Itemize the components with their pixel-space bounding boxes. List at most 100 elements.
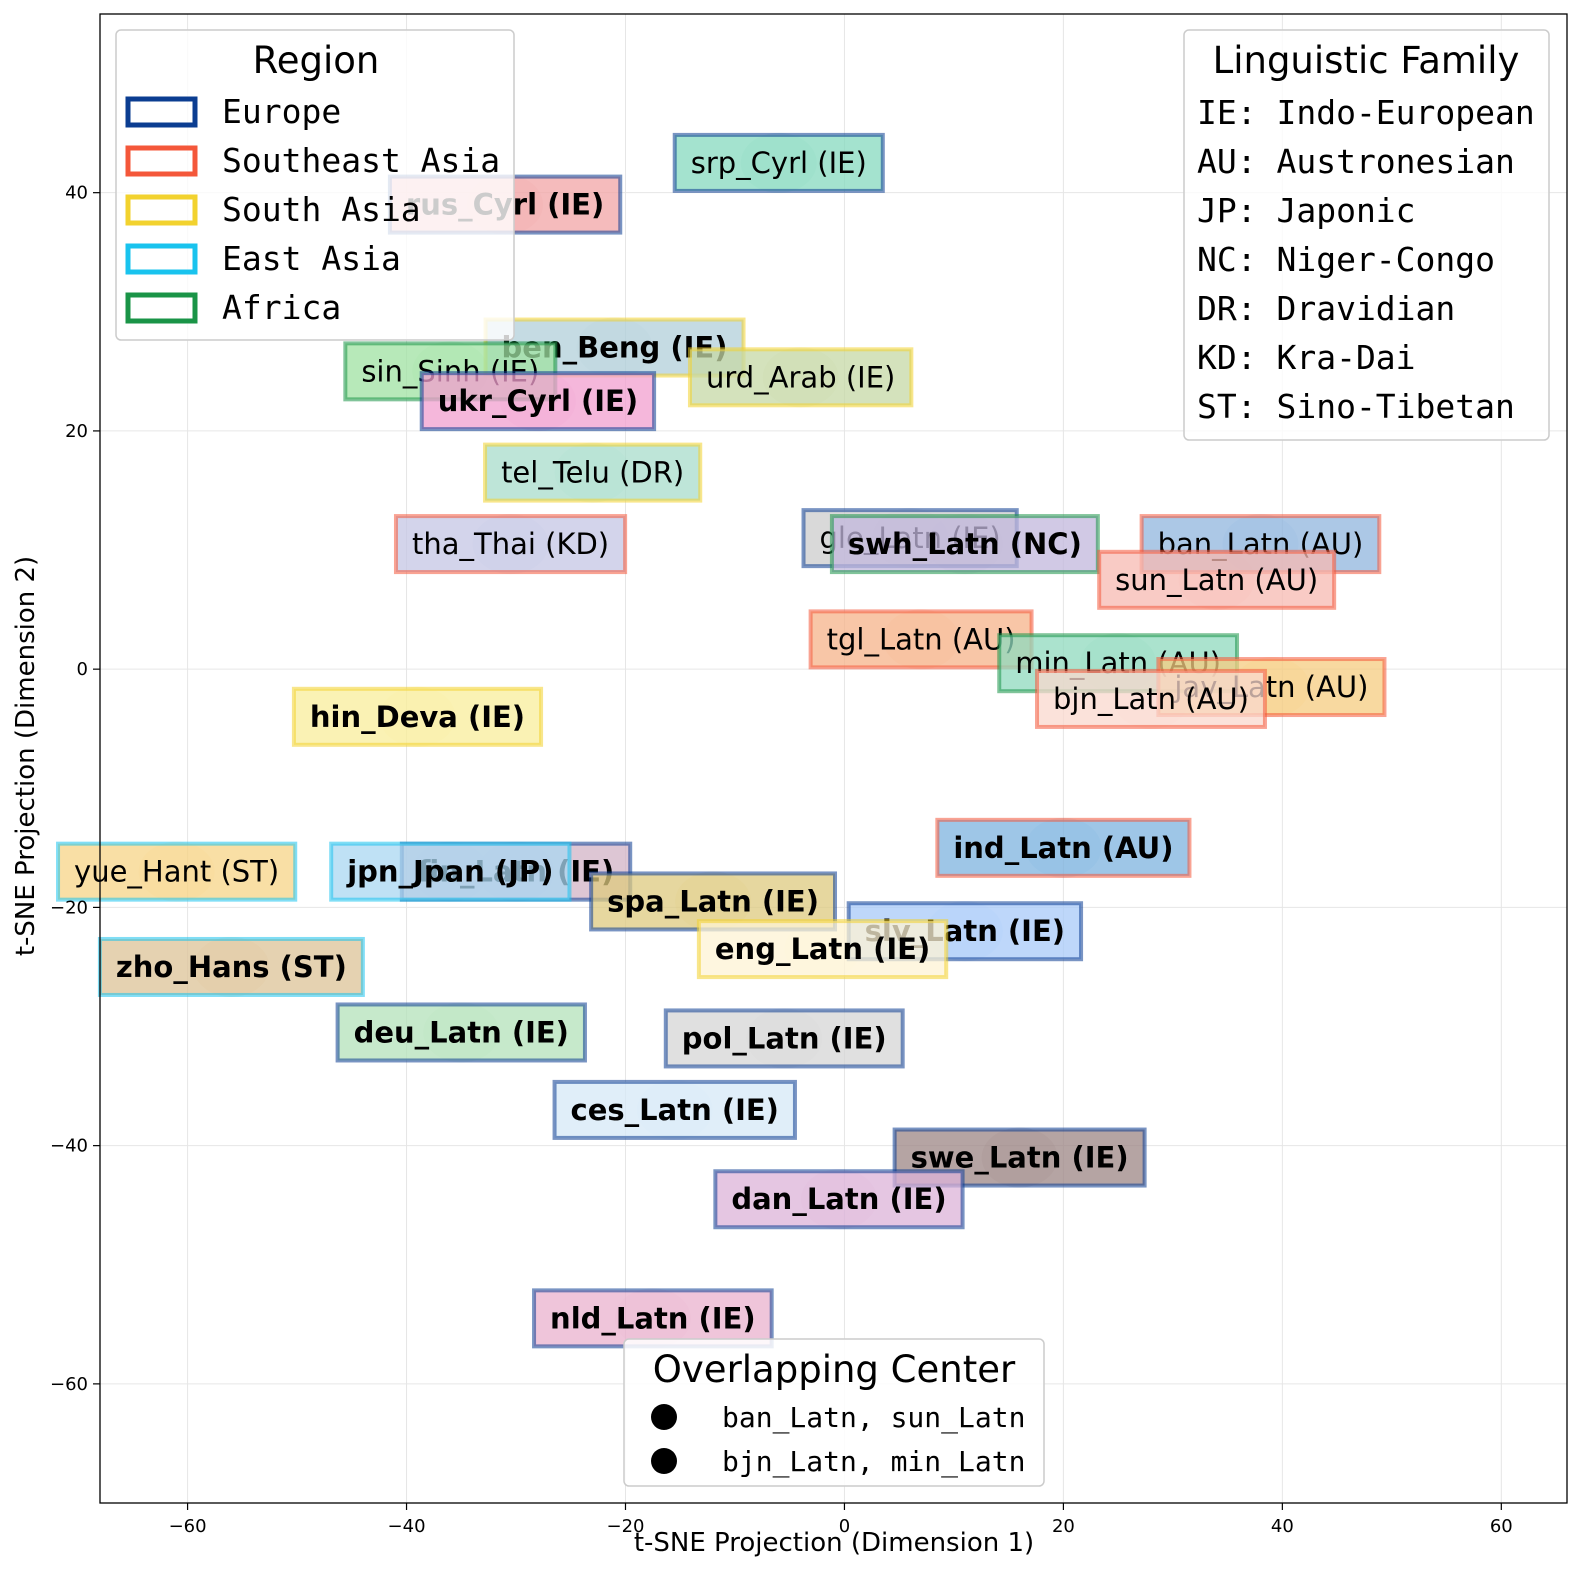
language-label: pol_Latn (IE) xyxy=(663,1008,905,1069)
language-label-box xyxy=(335,1002,587,1063)
language-label-text: bjn_Latn (AU) xyxy=(1053,682,1249,716)
language-label-box xyxy=(97,936,365,997)
language-label-text: swh_Latn (NC) xyxy=(848,527,1082,561)
region-legend-label: Southeast Asia xyxy=(222,141,500,180)
y-tick-label: 0 xyxy=(77,659,88,680)
language-label: sun_Latn (AU) xyxy=(1097,549,1337,610)
region-legend-label: Africa xyxy=(222,288,341,327)
region-legend-swatch xyxy=(125,145,198,177)
language-label-box xyxy=(393,514,628,575)
region-legend-label: Europe xyxy=(222,92,341,131)
family-legend: Linguistic Family IE: Indo-European AU: A… xyxy=(1183,29,1550,441)
region-legend-swatch xyxy=(125,96,198,128)
language-label-box xyxy=(663,1008,905,1069)
x-tick-label: 40 xyxy=(1271,1516,1294,1537)
language-labels: rus_Cyrl (IE)srp_Cyrl (IE)ben_Beng (IE)s… xyxy=(56,132,1387,1349)
language-label-box xyxy=(1097,549,1337,610)
overlap-center-marker xyxy=(651,1404,677,1430)
overlap-legend-entry: bjn_Latn, min_Latn xyxy=(722,1445,1025,1479)
language-label-text: eng_Latn (IE) xyxy=(715,932,930,966)
language-label-text: urd_Arab (IE) xyxy=(706,360,895,394)
family-legend-entry: JP: Japonic xyxy=(1197,191,1416,230)
family-legend-entry: AU: Austronesian xyxy=(1197,142,1515,181)
language-label: swh_Latn (NC) xyxy=(829,514,1100,575)
x-tick-label: 20 xyxy=(1052,1516,1075,1537)
y-tick-label: 20 xyxy=(65,421,88,442)
language-label-box xyxy=(1035,668,1267,729)
x-tick-label: 0 xyxy=(839,1516,850,1537)
language-label-text: sun_Latn (AU) xyxy=(1115,563,1318,597)
language-label: ukr_Cyrl (IE) xyxy=(419,371,657,432)
y-tick-label: 40 xyxy=(65,183,88,204)
language-label: eng_Latn (IE) xyxy=(696,919,949,980)
language-label-box xyxy=(829,514,1100,575)
language-label-text: tgl_Latn (AU) xyxy=(827,622,1016,656)
language-label-box xyxy=(419,371,657,432)
language-label-text: srp_Cyrl (IE) xyxy=(691,146,867,180)
language-label: bjn_Latn (AU) xyxy=(1035,668,1267,729)
language-label-box xyxy=(483,442,703,503)
y-tick-label: −60 xyxy=(50,1374,88,1395)
family-legend-entry: NC: Niger-Congo xyxy=(1197,240,1495,279)
language-label: urd_Arab (IE) xyxy=(687,347,914,408)
language-label-text: zho_Hans (ST) xyxy=(116,950,347,984)
overlap-center-marker xyxy=(651,1448,677,1474)
language-label-box xyxy=(935,817,1192,878)
y-axis-label: t-SNE Projection (Dimension 2) xyxy=(11,556,41,956)
axis-ticks: −60 −40 −20 0 20 40 60 −60 −40 −20 0 20 40 xyxy=(50,183,1513,1537)
x-tick-label: −60 xyxy=(169,1516,207,1537)
language-label: nld_Latn (IE) xyxy=(532,1288,774,1349)
region-legend-swatch xyxy=(125,243,198,275)
language-label: tel_Telu (DR) xyxy=(483,442,703,503)
region-legend-label: East Asia xyxy=(222,239,401,278)
language-label-box xyxy=(808,609,1034,670)
family-legend-entry: KD: Kra-Dai xyxy=(1197,338,1416,377)
language-label-text: spa_Latn (IE) xyxy=(607,884,819,918)
language-label: jpn_Jpan (JP) xyxy=(329,841,572,902)
family-legend-title: Linguistic Family xyxy=(1213,39,1520,82)
language-label: zho_Hans (ST) xyxy=(97,936,365,997)
language-label: tgl_Latn (AU) xyxy=(808,609,1034,670)
family-legend-entry: ST: Sino-Tibetan xyxy=(1197,387,1515,426)
y-tick-label: −20 xyxy=(50,897,88,918)
language-label-text: deu_Latn (IE) xyxy=(354,1015,569,1049)
family-legend-box xyxy=(1183,29,1550,441)
language-label-box xyxy=(552,1079,797,1140)
x-tick-label: 60 xyxy=(1490,1516,1513,1537)
language-label: srp_Cyrl (IE) xyxy=(672,132,885,193)
language-label-text: tha_Thai (KD) xyxy=(412,527,609,561)
language-label-text: pol_Latn (IE) xyxy=(682,1021,887,1055)
region-legend-swatch xyxy=(125,194,198,226)
plot-frame xyxy=(99,13,1568,1504)
language-label-box xyxy=(56,841,298,902)
language-label-box xyxy=(687,347,914,408)
region-legend-swatch xyxy=(125,292,198,324)
language-label-text: ukr_Cyrl (IE) xyxy=(438,384,638,418)
overlap-legend-entry: ban_Latn, sun_Latn xyxy=(722,1401,1025,1435)
language-label-box xyxy=(696,919,949,980)
family-legend-entry: IE: Indo-European xyxy=(1197,93,1535,132)
region-legend-title: Region xyxy=(253,39,380,82)
language-label-box xyxy=(329,841,572,902)
language-label: hin_Deva (IE) xyxy=(291,686,544,747)
x-tick-label: −20 xyxy=(606,1516,644,1537)
language-label-text: nld_Latn (IE) xyxy=(550,1301,756,1335)
language-label: yue_Hant (ST) xyxy=(56,841,298,902)
language-label-text: ind_Latn (AU) xyxy=(953,831,1173,865)
overlap-legend-title: Overlapping Center xyxy=(653,1348,1016,1391)
language-label-box xyxy=(713,1169,965,1230)
language-label: deu_Latn (IE) xyxy=(335,1002,587,1063)
region-legend-label: South Asia xyxy=(222,190,421,229)
language-label-text: yue_Hant (ST) xyxy=(74,855,279,889)
language-label-box xyxy=(672,132,885,193)
x-axis-label: t-SNE Projection (Dimension 1) xyxy=(634,1528,1034,1558)
language-label: ind_Latn (AU) xyxy=(935,817,1192,878)
language-label-text: hin_Deva (IE) xyxy=(310,700,525,734)
language-label-text: tel_Telu (DR) xyxy=(501,456,684,490)
x-tick-label: −40 xyxy=(388,1516,426,1537)
language-label-text: ces_Latn (IE) xyxy=(571,1093,779,1127)
language-label: slv_Latn (IE) xyxy=(846,901,1084,962)
language-label-text: dan_Latn (IE) xyxy=(731,1182,946,1216)
overlap-legend-box xyxy=(623,1338,1045,1487)
